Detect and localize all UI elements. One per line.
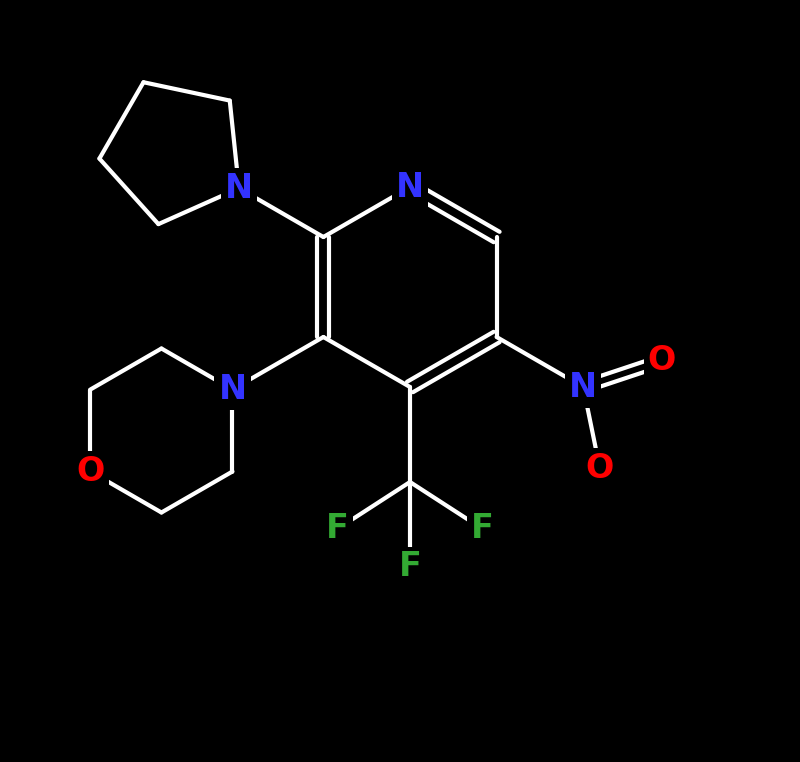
Text: F: F — [326, 512, 349, 546]
Text: O: O — [586, 452, 614, 485]
Text: N: N — [396, 171, 424, 203]
Text: F: F — [398, 550, 422, 584]
Text: F: F — [471, 512, 494, 546]
Text: O: O — [76, 455, 105, 488]
Text: N: N — [569, 370, 598, 404]
Text: O: O — [648, 344, 676, 377]
Text: N: N — [225, 171, 253, 205]
Text: N: N — [218, 373, 246, 406]
